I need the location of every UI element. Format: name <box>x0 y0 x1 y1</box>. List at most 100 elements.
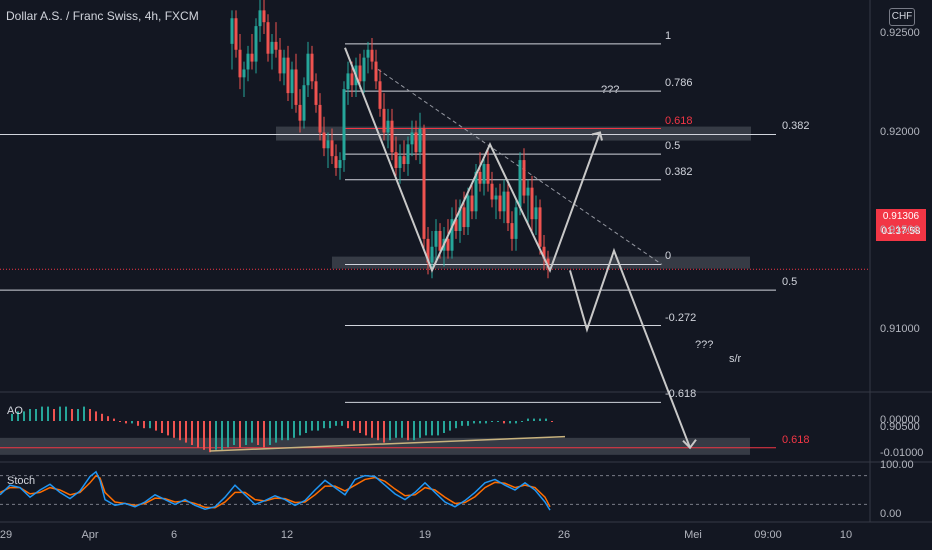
candle-body <box>262 10 266 23</box>
ao-bar <box>17 411 19 421</box>
ao-bar <box>485 421 487 424</box>
price-axis-tick: 0.91500 <box>880 224 920 236</box>
candle-body <box>366 49 370 58</box>
candle-body <box>486 164 490 184</box>
candle-body <box>350 73 354 86</box>
ao-bar <box>47 406 49 421</box>
fib-level-label: 0.5 <box>665 140 681 153</box>
ao-bar <box>275 421 277 443</box>
candle-body <box>310 53 314 82</box>
fib-level-label: 0.786 <box>665 77 693 90</box>
time-axis-tick: 6 <box>170 529 178 541</box>
price-axis-tick: 0.90500 <box>880 421 920 433</box>
candle-body <box>334 156 338 168</box>
candle-body <box>398 156 402 168</box>
ao-bar <box>227 421 229 448</box>
ao-bar <box>419 421 421 438</box>
candle-body <box>414 132 418 153</box>
candle-body <box>430 246 434 263</box>
candle-body <box>258 10 262 27</box>
candle-body <box>546 258 550 269</box>
candle-body <box>522 160 526 196</box>
ao-bar <box>437 421 439 436</box>
candle-body <box>230 18 234 44</box>
ao-bar <box>317 421 319 431</box>
last-price-box: 0.91306 01:37:58 <box>876 209 926 241</box>
ao-bar <box>23 411 25 421</box>
candle-body <box>490 183 494 200</box>
ao-bar <box>389 421 391 441</box>
candle-body <box>322 132 326 149</box>
ao-bar <box>101 413 103 421</box>
candle-body <box>282 57 286 74</box>
ao-bar <box>149 421 151 429</box>
candle-body <box>462 207 466 228</box>
ao-bar <box>245 421 247 445</box>
ao-bar <box>551 421 553 422</box>
fib-level-label: 0 <box>665 250 672 263</box>
candle-body <box>494 195 498 200</box>
ao-label[interactable]: AO <box>7 405 23 417</box>
ao-bar <box>53 409 55 421</box>
projection-drawing <box>569 247 691 449</box>
ao-bar <box>239 421 241 448</box>
fib-level-label: 1 <box>665 29 672 42</box>
ao-bar <box>11 413 13 421</box>
indicator-axis-tick: 0.00000 <box>880 414 920 426</box>
ao-bar <box>293 421 295 438</box>
ao-bar <box>527 418 529 421</box>
ao-bar <box>119 421 121 422</box>
ao-bar <box>35 409 37 421</box>
fib-level-label: 0.382 <box>782 120 810 133</box>
currency-badge[interactable]: CHF <box>889 8 915 26</box>
ao-bar <box>473 421 475 424</box>
candle-body <box>498 195 502 212</box>
candle-body <box>266 22 270 54</box>
ao-bar <box>353 421 355 431</box>
stoch-label[interactable]: Stoch <box>7 475 36 487</box>
candle-body <box>406 144 410 165</box>
candle-body <box>242 69 246 78</box>
ao-bar <box>215 421 217 450</box>
candle-body <box>402 156 406 165</box>
symbol-title[interactable]: Dollar A.S. / Franc Swiss, 4h, FXCM <box>6 9 199 23</box>
time-axis-tick: 29 <box>0 529 13 541</box>
ao-bar <box>299 421 301 436</box>
indicator-axis-tick: -0.01000 <box>880 447 924 459</box>
candle-body <box>438 231 442 251</box>
ao-bar <box>185 421 187 443</box>
trend-line <box>377 69 663 265</box>
ao-bar <box>467 421 469 426</box>
candle-body <box>338 160 342 168</box>
ao-bar <box>137 421 139 426</box>
candle-body <box>234 18 238 50</box>
candle-body <box>466 195 470 228</box>
time-axis-tick: Apr <box>81 529 99 541</box>
ao-divergence-line <box>209 435 566 452</box>
candle-body <box>538 207 542 247</box>
candle-body <box>390 120 394 153</box>
stoch-d-line <box>0 474 551 509</box>
ao-bar <box>221 421 223 450</box>
candle-body <box>510 223 514 239</box>
ao-bar <box>209 421 211 453</box>
ao-bar <box>461 421 463 426</box>
fib-level-label: 0.618 <box>665 114 693 127</box>
annotation-question: ??? <box>695 339 714 351</box>
ao-bar <box>323 421 325 429</box>
time-axis-tick: Mei <box>684 529 702 541</box>
candle-body <box>302 85 306 121</box>
candle-body <box>342 89 346 161</box>
candle-body <box>278 49 282 74</box>
ao-bar <box>113 418 115 421</box>
ao-bar <box>341 421 343 426</box>
ao-bar <box>383 421 385 443</box>
ao-bar <box>443 421 445 433</box>
indicator-axis-tick: 0.00 <box>880 508 902 520</box>
annotation-sr: s/r <box>729 353 742 365</box>
annotation-question: ??? <box>601 84 620 96</box>
candle-body <box>318 104 322 133</box>
bar-countdown: 01:37:58 <box>881 226 921 237</box>
candle-body <box>446 238 450 251</box>
